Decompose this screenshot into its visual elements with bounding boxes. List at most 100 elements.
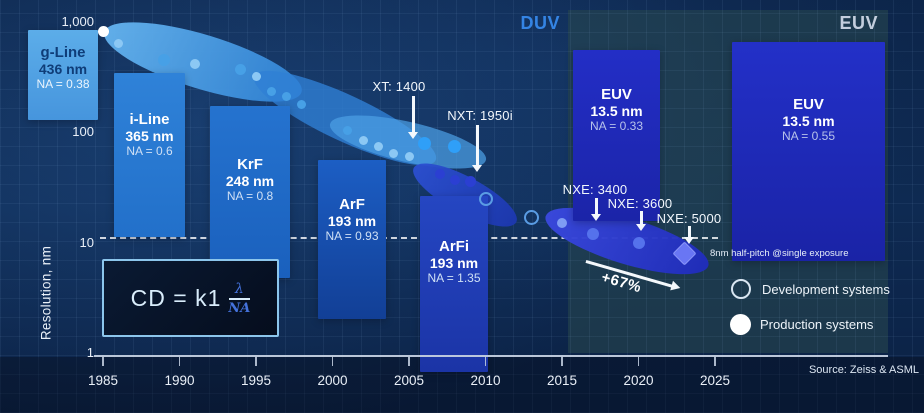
x-tick-label: 2010 bbox=[470, 373, 501, 388]
x-tick-mark bbox=[178, 356, 181, 366]
x-tick-label: 1995 bbox=[240, 373, 272, 388]
development-systems-icon bbox=[731, 279, 751, 299]
tech-na: NA = 1.35 bbox=[427, 271, 481, 285]
formula-numerator: λ bbox=[228, 282, 250, 300]
x-tick-mark bbox=[561, 356, 563, 366]
x-tick-label: 2020 bbox=[623, 373, 654, 388]
legend-production-label: Production systems bbox=[760, 317, 874, 332]
x-tick-mark bbox=[484, 356, 487, 366]
tech-wavelength: 193 nm bbox=[429, 255, 479, 271]
tech-box-gline: g-Line 436 nm NA = 0.38 bbox=[28, 30, 98, 120]
filled-circle-point bbox=[417, 136, 431, 150]
callout-label-nxe3600: NXE: 3600 bbox=[607, 196, 673, 211]
down-arrow-icon bbox=[688, 226, 691, 237]
tech-box-krf: KrF 248 nm NA = 0.8 bbox=[210, 106, 290, 278]
filled-circle-point bbox=[158, 54, 171, 67]
x-tick-mark bbox=[637, 356, 640, 366]
filled-circle-point bbox=[434, 168, 445, 179]
filled-circle-point bbox=[282, 92, 292, 102]
y-tick-label: 1,000 bbox=[61, 14, 94, 30]
tech-box-iline: i-Line 365 nm NA = 0.6 bbox=[114, 73, 185, 237]
open-circle-point bbox=[478, 191, 493, 206]
filled-circle-point bbox=[449, 175, 460, 186]
filled-circle-point bbox=[266, 86, 276, 96]
tech-title: i-Line bbox=[129, 111, 170, 128]
down-arrow-icon bbox=[640, 211, 643, 224]
tech-wavelength: 13.5 nm bbox=[782, 113, 835, 129]
filled-circle-point bbox=[373, 141, 383, 151]
tech-title: EUV bbox=[601, 86, 632, 103]
tech-wavelength: 248 nm bbox=[225, 173, 275, 189]
x-tick-mark bbox=[331, 356, 334, 366]
tech-title: ArFi bbox=[439, 238, 469, 255]
tech-title: ArF bbox=[339, 196, 365, 213]
y-tick-label: 10 bbox=[79, 234, 94, 250]
down-arrow-icon bbox=[412, 96, 415, 132]
filled-circle-point bbox=[632, 236, 645, 249]
tech-na: NA = 0.38 bbox=[36, 77, 90, 91]
x-tick-mark bbox=[255, 356, 257, 366]
x-tick-label: 2025 bbox=[699, 373, 731, 388]
filled-circle-point bbox=[389, 148, 399, 158]
x-tick-mark bbox=[408, 356, 410, 366]
down-arrow-icon bbox=[476, 125, 479, 165]
formula-denominator: NA bbox=[228, 300, 251, 316]
tech-na: NA = 0.55 bbox=[781, 129, 836, 143]
half-pitch-annotation: 8nm half-pitch @single exposure bbox=[710, 248, 849, 259]
x-tick-label: 1990 bbox=[164, 373, 195, 388]
callout-label-nxt1950i: NXT: 1950i bbox=[447, 108, 513, 123]
tech-wavelength: 365 nm bbox=[125, 128, 174, 144]
production-systems-icon bbox=[730, 314, 751, 335]
filled-circle-point bbox=[448, 140, 462, 154]
x-tick-label: 2000 bbox=[317, 373, 348, 388]
x-tick-label: 1985 bbox=[87, 373, 119, 388]
tech-box-euv-055: EUV 13.5 nm NA = 0.55 bbox=[732, 42, 885, 261]
y-tick-label: 1 bbox=[86, 345, 94, 360]
x-tick-mark bbox=[714, 356, 716, 366]
legend-development-label: Development systems bbox=[762, 282, 890, 297]
reference-line-10nm bbox=[100, 237, 718, 239]
filled-circle-point bbox=[343, 126, 353, 136]
duv-region-label: DUV bbox=[520, 13, 560, 33]
tech-wavelength: 13.5 nm bbox=[590, 103, 643, 119]
filled-circle-point bbox=[251, 72, 261, 82]
tech-wavelength: 436 nm bbox=[38, 61, 88, 77]
filled-circle-point bbox=[586, 227, 599, 240]
euv-region-label: EUV bbox=[839, 13, 878, 33]
filled-circle-point bbox=[297, 99, 307, 109]
x-tick-label: 2005 bbox=[393, 373, 425, 388]
filled-circle-point bbox=[113, 38, 123, 48]
tech-box-euv-033: EUV 13.5 nm NA = 0.33 bbox=[573, 50, 660, 221]
formula-fraction: λ NA bbox=[228, 282, 250, 315]
x-tick-mark bbox=[102, 356, 104, 366]
callout-label-xt1400: XT: 1400 bbox=[372, 79, 426, 94]
formula-main: CD = k1 bbox=[130, 284, 222, 311]
filled-circle-point bbox=[97, 25, 109, 37]
tech-na: NA = 0.33 bbox=[589, 119, 644, 133]
down-arrow-icon bbox=[595, 198, 598, 214]
x-tick-label: 2015 bbox=[546, 373, 578, 388]
tech-title: KrF bbox=[237, 156, 263, 173]
filled-circle-point bbox=[464, 175, 476, 187]
tech-na: NA = 0.8 bbox=[226, 189, 274, 203]
cd-formula-box: CD = k1 λ NA bbox=[102, 259, 279, 337]
tech-wavelength: 193 nm bbox=[327, 213, 377, 229]
tech-box-arfi: ArFi 193 nm NA = 1.35 bbox=[420, 196, 488, 372]
filled-circle-point bbox=[235, 64, 247, 76]
filled-circle-point bbox=[189, 58, 200, 69]
filled-circle-point bbox=[358, 136, 368, 146]
tech-title: g-Line bbox=[40, 44, 86, 61]
tech-na: NA = 0.6 bbox=[126, 144, 173, 158]
y-axis-title: Resolution, nm bbox=[38, 245, 54, 341]
callout-label-nxe5000: NXE: 5000 bbox=[656, 211, 722, 226]
open-circle-point bbox=[523, 209, 539, 225]
callout-label-nxe3400: NXE: 3400 bbox=[562, 182, 628, 197]
x-axis bbox=[94, 355, 888, 357]
y-tick-label: 100 bbox=[72, 124, 94, 140]
filled-circle-point bbox=[404, 152, 414, 162]
filled-circle-point bbox=[557, 218, 567, 229]
tech-box-arf: ArF 193 nm NA = 0.93 bbox=[318, 160, 386, 319]
